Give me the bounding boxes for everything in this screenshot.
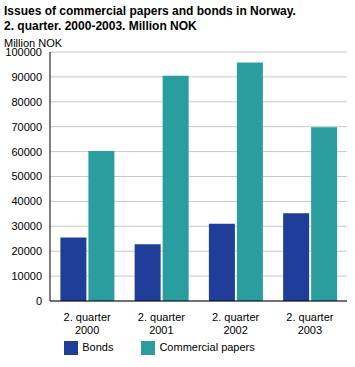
svg-text:0: 0: [36, 295, 42, 307]
svg-text:2. quarter2002: 2. quarter2002: [212, 311, 259, 336]
html-text:Issues of commercial papers an: Issues of commercial papers and bonds in…: [4, 4, 296, 18]
svg-text:70000: 70000: [11, 121, 42, 133]
svg-text:80000: 80000: [11, 96, 42, 108]
svg-text:10000: 10000: [11, 270, 42, 282]
svg-text:20000: 20000: [11, 245, 42, 257]
svg-text:2. quarter2003: 2. quarter2003: [286, 311, 333, 336]
html-text:Million NOK: Million NOK: [4, 37, 63, 49]
svg-text:90000: 90000: [11, 71, 42, 83]
svg-text:50000: 50000: [11, 170, 42, 182]
html-text:Bonds: Bonds: [82, 341, 114, 353]
html-text:Commercial papers: Commercial papers: [159, 341, 255, 353]
svg-text:2. quarter2001: 2. quarter2001: [138, 311, 185, 336]
svg-text:60000: 60000: [11, 146, 42, 158]
html-text:2. quarter. 2000-2003. Million: 2. quarter. 2000-2003. Million NOK: [4, 19, 197, 33]
svg-text:30000: 30000: [11, 220, 42, 232]
svg-text:2. quarter2000: 2. quarter2000: [64, 311, 111, 336]
svg-text:100000: 100000: [8, 46, 42, 58]
svg-text:40000: 40000: [11, 195, 42, 207]
